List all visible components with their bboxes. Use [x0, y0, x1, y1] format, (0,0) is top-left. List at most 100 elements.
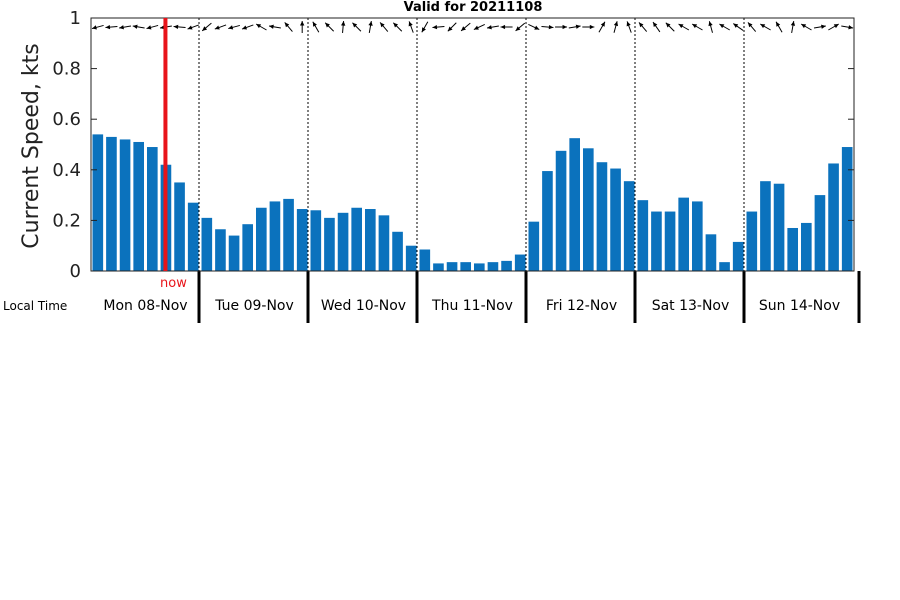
bar: [133, 141, 145, 271]
bar: [337, 212, 349, 271]
bar: [460, 262, 472, 271]
direction-arrow: [105, 24, 118, 30]
bar: [664, 211, 676, 271]
direction-arrow: [775, 21, 783, 33]
direction-arrows-group: [91, 20, 854, 34]
direction-arrow: [421, 21, 429, 33]
bar: [255, 207, 267, 271]
direction-arrow: [841, 25, 854, 30]
bar: [582, 148, 594, 271]
bar: [215, 229, 226, 271]
bar: [651, 211, 662, 271]
direction-arrow: [486, 25, 499, 30]
direction-arrow: [408, 21, 414, 33]
direction-arrow: [790, 21, 796, 33]
plot-frame: [90, 17, 855, 272]
y-tick-label: 0.6: [52, 109, 81, 130]
day-label: Thu 11-Nov: [431, 298, 513, 314]
direction-arrow: [732, 23, 744, 31]
bars-group: [92, 134, 853, 271]
bar: [746, 211, 758, 271]
direction-arrow: [432, 24, 445, 30]
bar: [392, 231, 403, 271]
bar: [378, 215, 390, 271]
direction-arrow: [500, 24, 513, 30]
direction-arrow: [528, 24, 540, 30]
direction-arrow: [352, 22, 362, 32]
direction-arrow: [568, 24, 581, 29]
direction-arrow: [241, 24, 254, 30]
direction-arrow: [132, 24, 145, 29]
direction-arrow: [613, 21, 619, 33]
bar: [610, 168, 621, 271]
day-label: Fri 12-Nov: [546, 298, 617, 314]
day-label: Sun 14-Nov: [759, 298, 840, 314]
bar: [242, 224, 254, 271]
direction-arrow: [813, 24, 826, 29]
bar: [92, 134, 104, 271]
direction-arrow: [447, 22, 457, 32]
direction-arrow: [187, 24, 199, 30]
day-labels-group: Mon 08-Nov Tue 09-Nov Wed 10-Nov Thu 11-Nov…: [103, 298, 840, 314]
direction-arrow: [626, 21, 632, 33]
direction-arrow: [691, 23, 703, 31]
direction-arrow: [146, 24, 159, 30]
bar: [146, 147, 158, 271]
bar: [542, 171, 553, 271]
direction-arrow: [119, 25, 132, 30]
bar: [623, 181, 635, 271]
direction-arrow: [598, 21, 606, 33]
bar: [555, 150, 567, 271]
bar: [732, 241, 744, 271]
direction-arrow: [638, 22, 648, 32]
direction-arrow: [392, 22, 403, 32]
bar: [296, 209, 308, 271]
day-label: Wed 10-Nov: [321, 298, 406, 314]
direction-arrow: [541, 24, 554, 30]
bar: [814, 195, 826, 271]
bar: [351, 207, 363, 271]
bar: [514, 254, 526, 271]
bar: [364, 209, 376, 271]
bar: [201, 217, 213, 271]
bar: [487, 262, 499, 271]
direction-arrow: [324, 22, 335, 32]
bar: [501, 260, 512, 271]
chart-title: Valid for 20211108: [404, 0, 543, 15]
bar: [691, 201, 703, 271]
direction-arrow: [300, 21, 305, 33]
direction-arrow: [473, 24, 485, 30]
direction-arrow: [460, 22, 471, 32]
bar: [283, 198, 294, 271]
direction-arrow: [678, 23, 690, 31]
bar: [119, 139, 131, 271]
direction-arrow: [341, 20, 346, 34]
bar: [405, 245, 417, 271]
direction-arrow: [515, 22, 526, 32]
direction-arrow: [665, 22, 675, 32]
direction-arrow: [284, 22, 293, 32]
bar: [760, 181, 771, 271]
direction-arrow: [379, 22, 389, 32]
bar: [773, 183, 785, 271]
bar: [596, 162, 608, 271]
y-tick-label: 0.8: [52, 59, 81, 80]
direction-arrow: [368, 21, 373, 33]
direction-arrow: [214, 24, 227, 30]
day-label: Mon 08-Nov: [103, 298, 187, 314]
y-tick-label: 0: [70, 261, 81, 282]
bar: [324, 217, 335, 271]
direction-arrow: [582, 24, 595, 30]
direction-arrow: [652, 21, 661, 33]
bar: [310, 210, 322, 271]
bar: [828, 163, 839, 271]
bar: [419, 249, 431, 271]
direction-arrow: [828, 23, 840, 31]
y-tick-label: 0.2: [52, 210, 81, 231]
direction-arrow: [255, 23, 267, 31]
day-separators-group: [197, 18, 861, 323]
bar: [800, 222, 812, 271]
bar: [106, 136, 117, 271]
